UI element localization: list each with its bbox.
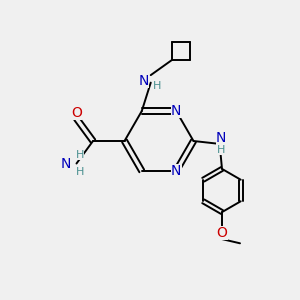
- Text: N: N: [171, 104, 181, 118]
- Text: O: O: [71, 106, 82, 120]
- Text: N: N: [61, 157, 71, 170]
- Text: H: H: [76, 150, 84, 160]
- Text: H: H: [76, 167, 84, 177]
- Text: N: N: [139, 74, 149, 88]
- Text: H: H: [217, 145, 225, 155]
- Text: O: O: [217, 226, 227, 240]
- Text: N: N: [171, 164, 181, 178]
- Text: N: N: [216, 131, 226, 145]
- Text: H: H: [153, 81, 161, 91]
